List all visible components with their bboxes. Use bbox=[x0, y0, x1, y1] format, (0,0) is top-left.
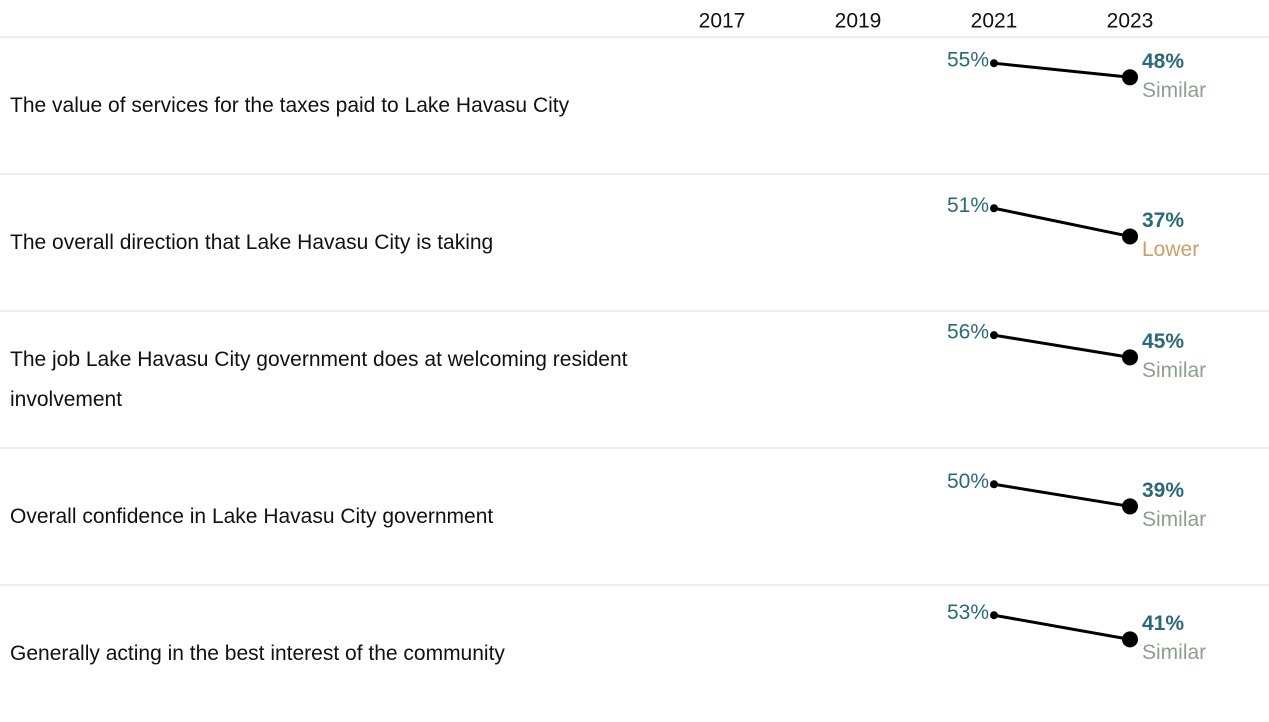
chart: 2017 2019 2021 2023 55% 48% Similar 51% 37% Lower… bbox=[0, 10, 1269, 664]
row-label: Generally acting in the best interest of… bbox=[10, 641, 505, 665]
slope-line bbox=[993, 61, 1131, 79]
comparison-label: Similar bbox=[1142, 79, 1206, 102]
value-label: 48% bbox=[1142, 50, 1184, 73]
point bbox=[1122, 349, 1138, 366]
slope-line bbox=[993, 206, 1131, 238]
row-label: Overall confidence in Lake Havasu City g… bbox=[10, 504, 494, 528]
slope-line bbox=[993, 613, 1131, 641]
value-label: 51% bbox=[947, 194, 989, 217]
point bbox=[990, 480, 998, 489]
value-label: 55% bbox=[947, 49, 989, 72]
point bbox=[1122, 69, 1138, 86]
x-tick-label: 2019 bbox=[835, 10, 882, 33]
point bbox=[990, 611, 998, 620]
comparison-label: Similar bbox=[1142, 508, 1206, 531]
x-tick-label: 2023 bbox=[1107, 10, 1154, 33]
comparison-label: Lower bbox=[1142, 238, 1199, 261]
point bbox=[990, 204, 998, 213]
point bbox=[1122, 631, 1138, 648]
value-label: 50% bbox=[947, 470, 989, 493]
value-label: 41% bbox=[1142, 612, 1184, 635]
comparison-label: Similar bbox=[1142, 359, 1206, 382]
slope-table: 2017 2019 2021 2023 55% 48% Similar 51% 37% Lower… bbox=[0, 10, 1269, 665]
point bbox=[1122, 228, 1138, 245]
value-label: 53% bbox=[947, 601, 989, 624]
row-label: The overall direction that Lake Havasu C… bbox=[10, 230, 494, 254]
value-label: 37% bbox=[1142, 209, 1184, 232]
slope-line bbox=[993, 482, 1131, 508]
x-tick-label: 2017 bbox=[699, 10, 746, 33]
row-label: The value of services for the taxes paid… bbox=[10, 93, 570, 117]
point bbox=[1122, 498, 1138, 515]
comparison-label: Similar bbox=[1142, 641, 1206, 664]
point bbox=[990, 59, 998, 68]
point bbox=[990, 331, 998, 340]
value-label: 39% bbox=[1142, 479, 1184, 502]
slope-line bbox=[993, 333, 1131, 359]
row-label: The job Lake Havasu City government does… bbox=[10, 347, 628, 411]
x-tick-label: 2021 bbox=[971, 10, 1018, 33]
value-label: 56% bbox=[947, 321, 989, 344]
value-label: 45% bbox=[1142, 330, 1184, 353]
